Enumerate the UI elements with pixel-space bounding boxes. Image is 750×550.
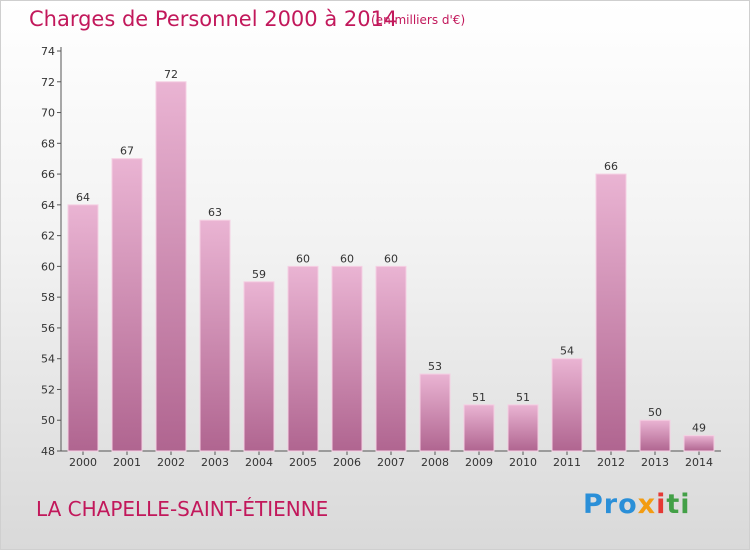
bar-2011	[551, 358, 583, 452]
data-label-2002: 72	[164, 68, 178, 81]
bar-2003	[199, 219, 231, 452]
data-label-2009: 51	[472, 391, 486, 404]
y-axis: 48 50 52 54 56 58 60 62 64 66 68 70 72 74	[41, 45, 62, 458]
data-label-2006: 60	[340, 252, 354, 265]
x-tick-label-2009: 2009	[465, 456, 493, 469]
x-tick-label-2001: 2001	[113, 456, 141, 469]
data-label-2008: 53	[428, 360, 442, 373]
x-tick-label-2002: 2002	[157, 456, 185, 469]
bar-2008	[419, 373, 451, 452]
x-tick-label-2004: 2004	[245, 456, 273, 469]
x-tick-label-2005: 2005	[289, 456, 317, 469]
y-tick-label: 70	[41, 107, 55, 120]
logo-part-4: ti	[666, 489, 691, 520]
bar-2009	[463, 404, 495, 452]
data-label-2003: 63	[208, 206, 222, 219]
proxiti-logo[interactable]: Proxiti	[583, 489, 691, 520]
data-label-2001: 67	[120, 145, 134, 158]
data-label-2010: 51	[516, 391, 530, 404]
x-tick-label-2014: 2014	[685, 456, 713, 469]
data-label-2004: 59	[252, 268, 266, 281]
x-tick-label-2012: 2012	[597, 456, 625, 469]
y-tick-label: 54	[41, 353, 55, 366]
y-tick-label: 72	[41, 76, 55, 89]
x-tick-label-2003: 2003	[201, 456, 229, 469]
bars	[67, 81, 715, 452]
bar-2005	[287, 265, 319, 452]
bar-2007	[375, 265, 407, 452]
y-tick-label: 66	[41, 168, 55, 181]
y-tick-label: 68	[41, 137, 55, 150]
y-tick-label: 64	[41, 199, 55, 212]
y-tick-label: 62	[41, 230, 55, 243]
bar-2014	[683, 435, 715, 452]
data-label-2013: 50	[648, 406, 662, 419]
data-label-2011: 54	[560, 345, 574, 358]
bar-2000	[67, 204, 99, 452]
data-label-2007: 60	[384, 252, 398, 265]
data-label-2012: 66	[604, 160, 618, 173]
commune-name: LA CHAPELLE-SAINT-ÉTIENNE	[36, 497, 329, 521]
y-tick-label: 48	[41, 445, 55, 458]
chart-subtitle: (en milliers d'€)	[371, 13, 466, 27]
bar-2013	[639, 419, 671, 452]
bar-2001	[111, 158, 143, 452]
x-tick-label-2000: 2000	[69, 456, 97, 469]
logo-part-3: i	[656, 489, 667, 520]
logo-part-1: Pro	[583, 489, 638, 520]
y-tick-label: 50	[41, 414, 55, 427]
data-label-2005: 60	[296, 252, 310, 265]
bar-2004	[243, 281, 275, 452]
x-axis: 2000 2001 2002 2003 2004 2005 2006 2007 2008 2009…	[61, 450, 721, 469]
data-label-2000: 64	[76, 191, 90, 204]
chart-title: Charges de Personnel 2000 à 2014	[29, 7, 398, 31]
x-tick-label-2007: 2007	[377, 456, 405, 469]
y-tick-label: 58	[41, 291, 55, 304]
logo-part-2: x	[637, 489, 657, 520]
y-tick-label: 52	[41, 383, 55, 396]
bar-2002	[155, 81, 187, 452]
x-tick-label-2011: 2011	[553, 456, 581, 469]
bar-2012	[595, 173, 627, 452]
data-labels: 64 67 72 63 59 60 60 60 53 51 51 54 66 50 49	[76, 68, 706, 435]
y-tick-label: 74	[41, 45, 55, 58]
x-tick-label-2008: 2008	[421, 456, 449, 469]
x-tick-label-2010: 2010	[509, 456, 537, 469]
x-tick-label-2006: 2006	[333, 456, 361, 469]
data-label-2014: 49	[692, 422, 706, 435]
bar-2010	[507, 404, 539, 452]
y-tick-label: 60	[41, 260, 55, 273]
x-tick-label-2013: 2013	[641, 456, 669, 469]
bar-2006	[331, 265, 363, 452]
y-tick-label: 56	[41, 322, 55, 335]
